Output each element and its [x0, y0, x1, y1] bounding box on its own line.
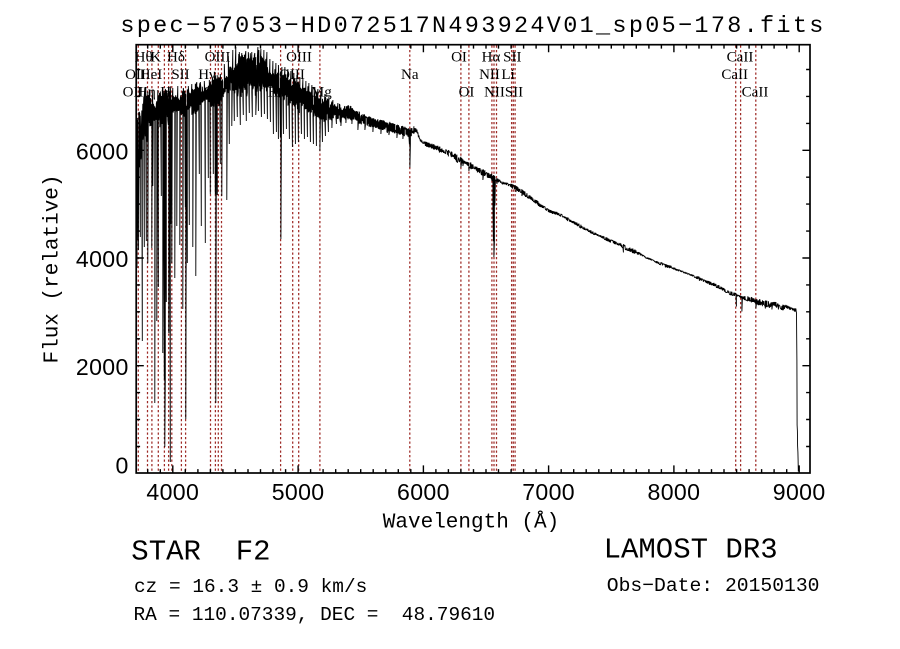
- svg-text:4000: 4000: [76, 246, 129, 272]
- svg-text:OI: OI: [451, 50, 467, 66]
- svg-text:9000: 9000: [773, 479, 826, 505]
- svg-text:2000: 2000: [76, 354, 129, 380]
- svg-text:6000: 6000: [397, 479, 450, 505]
- svg-text:Na: Na: [401, 67, 419, 83]
- svg-text:7000: 7000: [522, 479, 575, 505]
- svg-text:CaII: CaII: [727, 50, 754, 66]
- svg-text:SII: SII: [503, 50, 521, 66]
- svg-text:HeI: HeI: [140, 67, 163, 83]
- svg-text:NII: NII: [479, 67, 500, 83]
- svg-text:STAR F2: STAR F2: [131, 536, 270, 569]
- svg-text:Wavelength (Å): Wavelength (Å): [383, 512, 559, 535]
- svg-text:0: 0: [115, 453, 128, 479]
- svg-text:Obs−Date: 20150130: Obs−Date: 20150130: [607, 575, 820, 597]
- svg-text:OIII: OIII: [205, 50, 231, 66]
- svg-text:OI: OI: [459, 85, 475, 101]
- svg-text:Hγ: Hγ: [198, 67, 216, 83]
- svg-text:Hα: Hα: [482, 50, 501, 66]
- svg-text:8000: 8000: [648, 479, 701, 505]
- svg-text:cz = 16.3 ± 0.9 km/s: cz = 16.3 ± 0.9 km/s: [134, 576, 367, 598]
- svg-text:NII: NII: [484, 85, 505, 101]
- svg-text:Flux (relative): Flux (relative): [42, 174, 65, 363]
- svg-text:5000: 5000: [272, 479, 325, 505]
- svg-text:Li: Li: [501, 67, 514, 83]
- svg-text:4000: 4000: [146, 479, 199, 505]
- svg-text:SII: SII: [171, 67, 189, 83]
- svg-text:K: K: [150, 50, 161, 66]
- svg-text:6000: 6000: [76, 139, 129, 165]
- svg-text:CaII: CaII: [721, 67, 748, 83]
- svg-text:LAMOST DR3: LAMOST DR3: [604, 534, 778, 567]
- svg-text:CaII: CaII: [742, 85, 769, 101]
- svg-text:Hδ: Hδ: [167, 50, 185, 66]
- svg-text:Hη: Hη: [137, 85, 156, 101]
- svg-text:spec−57053−HD072517N493924V01_: spec−57053−HD072517N493924V01_sp05−178.f…: [120, 13, 825, 40]
- svg-text:SII: SII: [505, 85, 523, 101]
- svg-text:RA = 110.07339, DEC = 48.7961: RA = 110.07339, DEC = 48.79610: [134, 604, 496, 626]
- svg-text:OIII: OIII: [286, 50, 312, 66]
- svg-text:Hθ: Hθ: [135, 50, 153, 66]
